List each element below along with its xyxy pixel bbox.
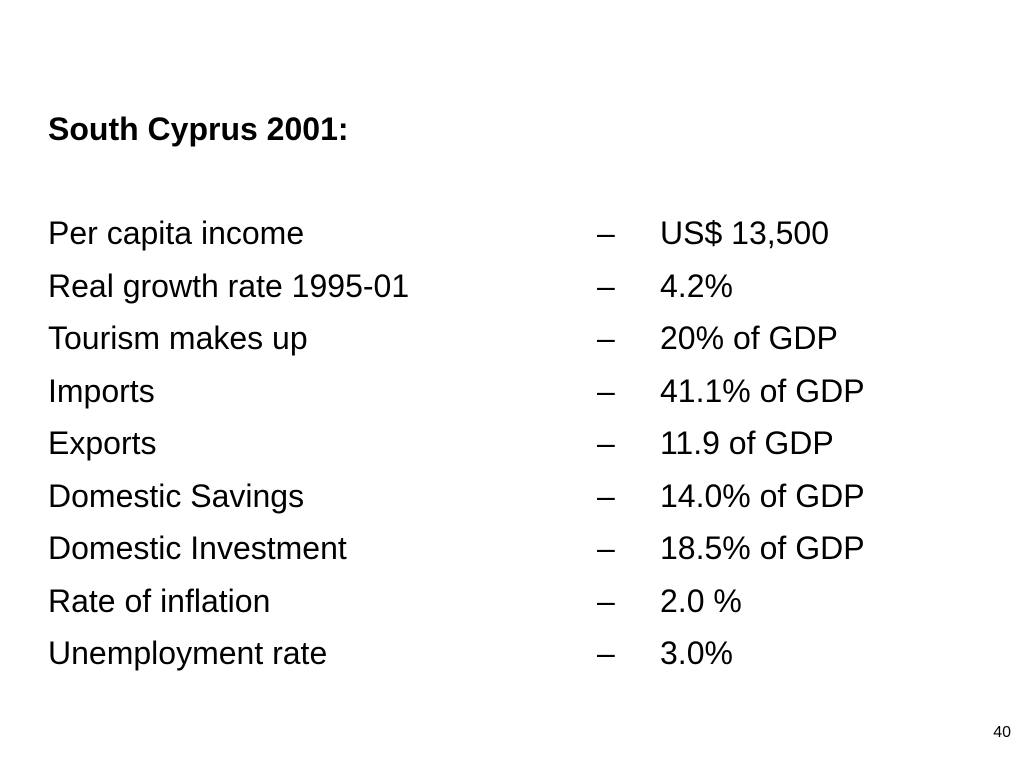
stat-label: Domestic Investment (48, 530, 347, 566)
stat-value: 18.5% of GDP (660, 530, 865, 566)
stat-dash: – (597, 372, 615, 409)
stat-dash: – (597, 635, 615, 671)
stat-dash: – (597, 477, 615, 514)
stat-row-exports: Exports – 11.9 of GDP (48, 417, 988, 470)
stat-row-inflation: Rate of inflation – 2.0 % (48, 575, 988, 628)
stat-value: US$ 13,500 (660, 215, 830, 251)
stat-row-real-growth-rate: Real growth rate 1995-01 – 4.2% (48, 260, 988, 313)
stat-label: Per capita income (48, 215, 305, 251)
stat-row-unemployment: Unemployment rate – 3.0% (48, 627, 988, 680)
stat-value: 20% of GDP (660, 320, 838, 356)
page-number: 40 (993, 724, 1011, 741)
stat-label: Unemployment rate (48, 635, 328, 671)
stat-value: 14.0% of GDP (660, 477, 865, 514)
stat-row-domestic-savings: Domestic Savings – 14.0% of GDP (48, 470, 988, 523)
stat-dash: – (597, 530, 615, 566)
stat-label: Rate of inflation (48, 582, 271, 619)
stat-dash: – (597, 582, 615, 619)
stat-label: Imports (48, 372, 155, 409)
stat-row-domestic-investment: Domestic Investment – 18.5% of GDP (48, 522, 988, 575)
stat-dash: – (597, 215, 615, 251)
stat-row-per-capita-income: Per capita income – US$ 13,500 (48, 207, 988, 260)
stat-dash: – (597, 267, 615, 304)
stat-value: 41.1% of GDP (660, 372, 865, 409)
stat-row-tourism: Tourism makes up – 20% of GDP (48, 312, 988, 365)
stats-list: Per capita income – US$ 13,500 Real grow… (48, 207, 988, 680)
stat-value: 4.2% (660, 267, 733, 304)
stat-value: 11.9 of GDP (660, 425, 834, 461)
stat-value: 3.0% (660, 635, 733, 671)
slide-title: South Cyprus 2001: (48, 111, 349, 147)
stat-dash: – (597, 320, 615, 356)
stat-label: Domestic Savings (48, 477, 305, 514)
stat-label: Exports (48, 425, 157, 461)
stat-label: Tourism makes up (48, 320, 308, 356)
stat-value: 2.0 % (660, 582, 742, 619)
stat-label: Real growth rate 1995-01 (48, 267, 410, 304)
stat-row-imports: Imports – 41.1% of GDP (48, 365, 988, 418)
stat-dash: – (597, 425, 615, 461)
